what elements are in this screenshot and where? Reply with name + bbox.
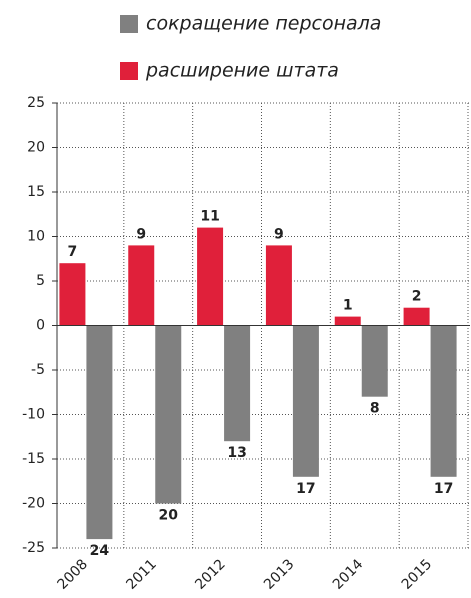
y-tick-label: -15: [22, 451, 45, 467]
bar: [292, 325, 319, 477]
bar: [59, 263, 86, 326]
data-label: 13: [227, 445, 246, 461]
y-tick-label: 0: [36, 318, 45, 334]
legend-label: сокращение персонала: [146, 13, 381, 35]
data-label: 7: [68, 244, 78, 260]
legend-label: расширение штата: [145, 60, 339, 82]
y-tick-label: 10: [27, 229, 45, 245]
data-label: 8: [370, 401, 380, 417]
bar: [155, 325, 182, 504]
data-label: 20: [159, 508, 179, 524]
y-tick-label: -20: [22, 496, 45, 512]
y-tick-label: -10: [22, 407, 45, 423]
legend-swatch: [120, 62, 138, 80]
bar: [224, 325, 251, 442]
data-label: 17: [296, 481, 315, 497]
bar: [128, 245, 155, 326]
x-tick-label: 2008: [55, 556, 92, 593]
bar: [86, 325, 113, 540]
bar: [430, 325, 457, 477]
data-label: 9: [274, 226, 284, 242]
data-label: 17: [434, 481, 453, 497]
x-tick-label: 2015: [399, 556, 436, 593]
legend-swatch: [120, 15, 138, 33]
y-tick-label: 25: [27, 95, 45, 111]
y-tick-label: -25: [22, 540, 45, 556]
bar: [403, 307, 430, 326]
data-label: 1: [343, 298, 353, 314]
data-label: 11: [200, 209, 219, 225]
bar: [334, 316, 361, 326]
y-tick-label: 20: [27, 140, 45, 156]
x-tick-label: 2011: [123, 556, 160, 593]
x-tick-label: 2014: [330, 556, 367, 593]
bar: [361, 325, 388, 397]
x-tick-label: 2013: [261, 556, 298, 593]
x-tick-label: 2012: [192, 556, 229, 593]
y-tick-label: 5: [36, 273, 45, 289]
y-tick-label: 15: [27, 184, 45, 200]
y-tick-label: -5: [31, 362, 45, 378]
data-label: 24: [90, 543, 110, 559]
bar: [265, 245, 292, 326]
data-label: 2: [412, 289, 422, 305]
bar: [197, 227, 224, 326]
data-label: 9: [136, 226, 146, 242]
